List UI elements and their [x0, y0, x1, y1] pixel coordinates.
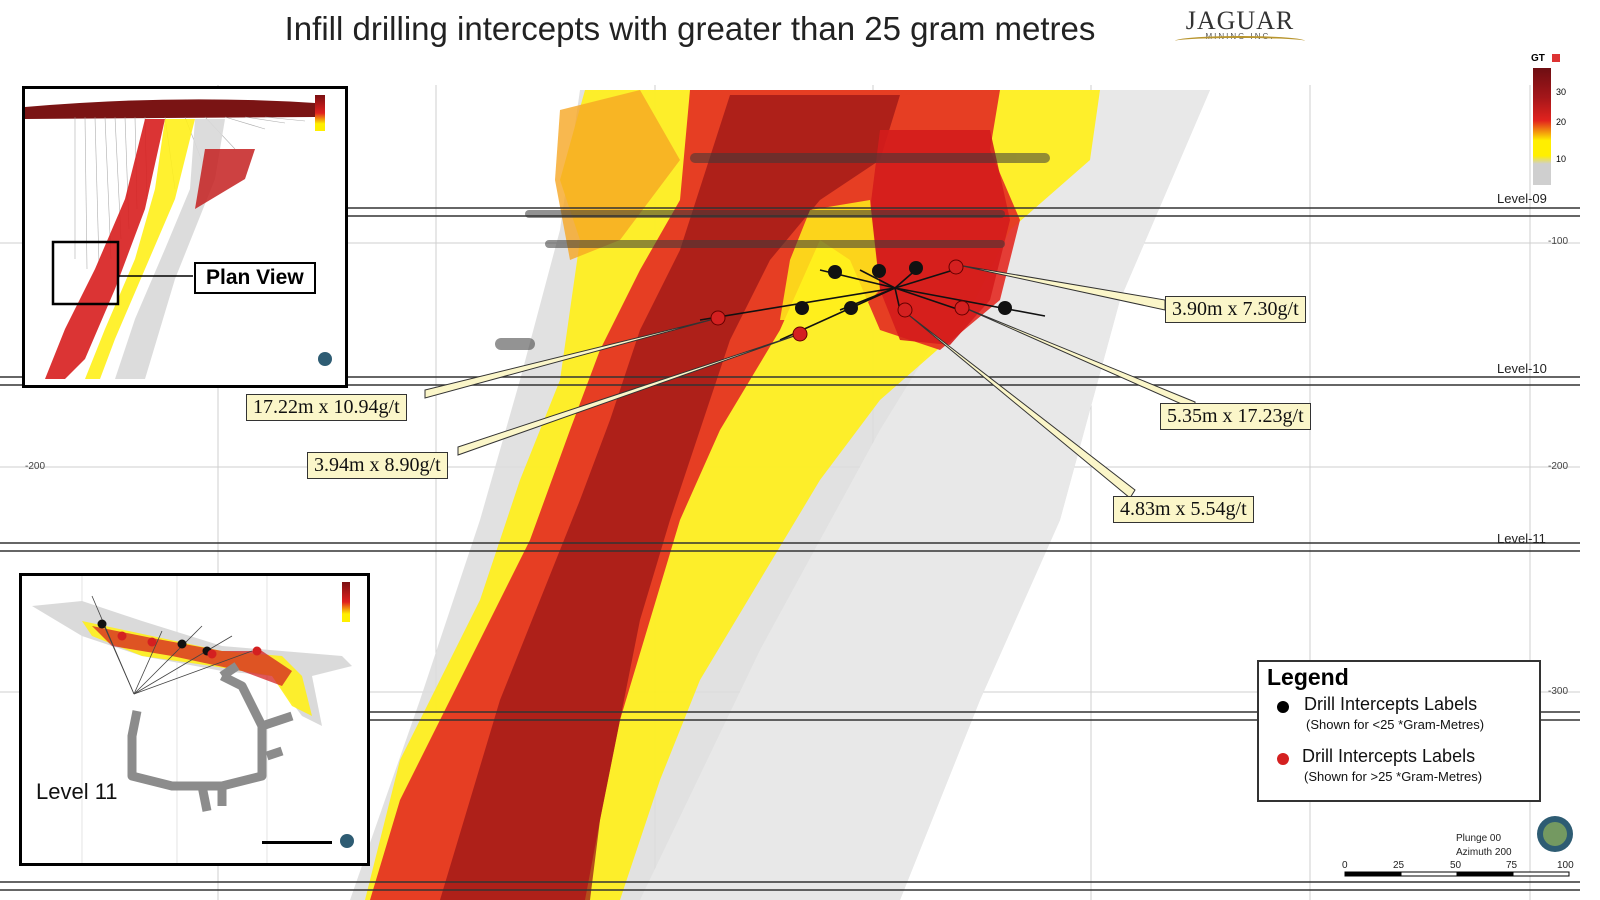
level-11-label: Level-11 [1497, 531, 1546, 546]
inset-level-11-plan: Level 11 [19, 573, 370, 866]
scale-bar [1344, 871, 1570, 877]
scale-tick-25: 25 [1393, 860, 1405, 871]
intercept-red [948, 259, 964, 275]
callout-intercept-2: 17.22m x 10.94g/t [246, 394, 407, 421]
legend-item-1-label: Drill Intercepts Labels [1304, 694, 1478, 714]
callout-intercept-4: 3.94m x 8.90g/t [307, 452, 448, 479]
gt-ramp [1533, 68, 1551, 185]
intercept-black [872, 264, 886, 278]
intercept-markers [710, 259, 1012, 342]
gt-close-icon [1552, 54, 1560, 62]
intercept-red [954, 300, 970, 316]
gt-tick-10: 10 [1556, 154, 1567, 164]
figure-title: Infill drilling intercepts with greater … [284, 10, 1096, 47]
coord-200-right: -200 [1548, 461, 1569, 472]
gt-color-legend: GT 30 20 10 [1530, 50, 1580, 190]
jaguar-logo: JAGUAR MINING INC. [1160, 6, 1320, 56]
coord-100: -100 [1548, 236, 1569, 247]
dark-red-core [440, 95, 900, 900]
scale-tick-75: 75 [1506, 860, 1518, 871]
inset-overview-graphic [25, 89, 345, 385]
intercept-red [792, 326, 808, 342]
intercept-black [844, 301, 858, 315]
intercept-black [828, 265, 842, 279]
scale-tick-50: 50 [1450, 860, 1462, 871]
intercept-red [897, 302, 913, 318]
compass-orb-icon [1537, 816, 1573, 852]
coord-200-left: -200 [25, 461, 46, 472]
black-dot-icon [1277, 701, 1289, 713]
callout-intercept-1: 3.90m x 7.30g/t [1165, 296, 1306, 323]
logo-swoosh [1175, 36, 1305, 46]
coord-300: -300 [1548, 686, 1569, 697]
azimuth-label: Azimuth 200 [1456, 847, 1512, 858]
intercept-black [998, 301, 1012, 315]
callout-leaders [424, 264, 1196, 499]
intercept-black [909, 261, 923, 275]
logo-brand: JAGUAR [1185, 6, 1295, 35]
callout-intercept-5: 4.83m x 5.54g/t [1113, 496, 1254, 523]
scale-tick-100: 100 [1557, 860, 1574, 871]
inset-level-graphic [22, 576, 367, 863]
red-dot-icon [1277, 753, 1289, 765]
legend-item-1-note: (Shown for <25 *Gram-Metres) [1306, 717, 1485, 732]
callout-intercept-3: 5.35m x 17.23g/t [1160, 403, 1311, 430]
level-10-label: Level-10 [1497, 361, 1547, 376]
scale-tick-0: 0 [1342, 860, 1348, 871]
intercept-red [710, 310, 726, 326]
legend-box: Legend Drill Intercepts Labels (Shown fo… [1257, 660, 1541, 802]
level-11-inset-label: Level 11 [36, 779, 118, 804]
plunge-label: Plunge 00 [1456, 833, 1502, 844]
gt-tick-20: 20 [1556, 117, 1567, 127]
intercept-black [795, 301, 809, 315]
gt-legend-title: GT [1531, 53, 1545, 64]
yellow-band-inner [780, 200, 880, 320]
grey-shadow [640, 90, 1210, 900]
legend-item-2-note: (Shown for >25 *Gram-Metres) [1304, 769, 1483, 784]
legend-title: Legend [1267, 664, 1349, 690]
inset-overview [22, 86, 348, 388]
level-09-label: Level-09 [1497, 191, 1547, 206]
gt-tick-30: 30 [1556, 87, 1567, 97]
legend-item-2-label: Drill Intercepts Labels [1302, 746, 1476, 766]
plan-view-label: Plan View [194, 262, 316, 294]
